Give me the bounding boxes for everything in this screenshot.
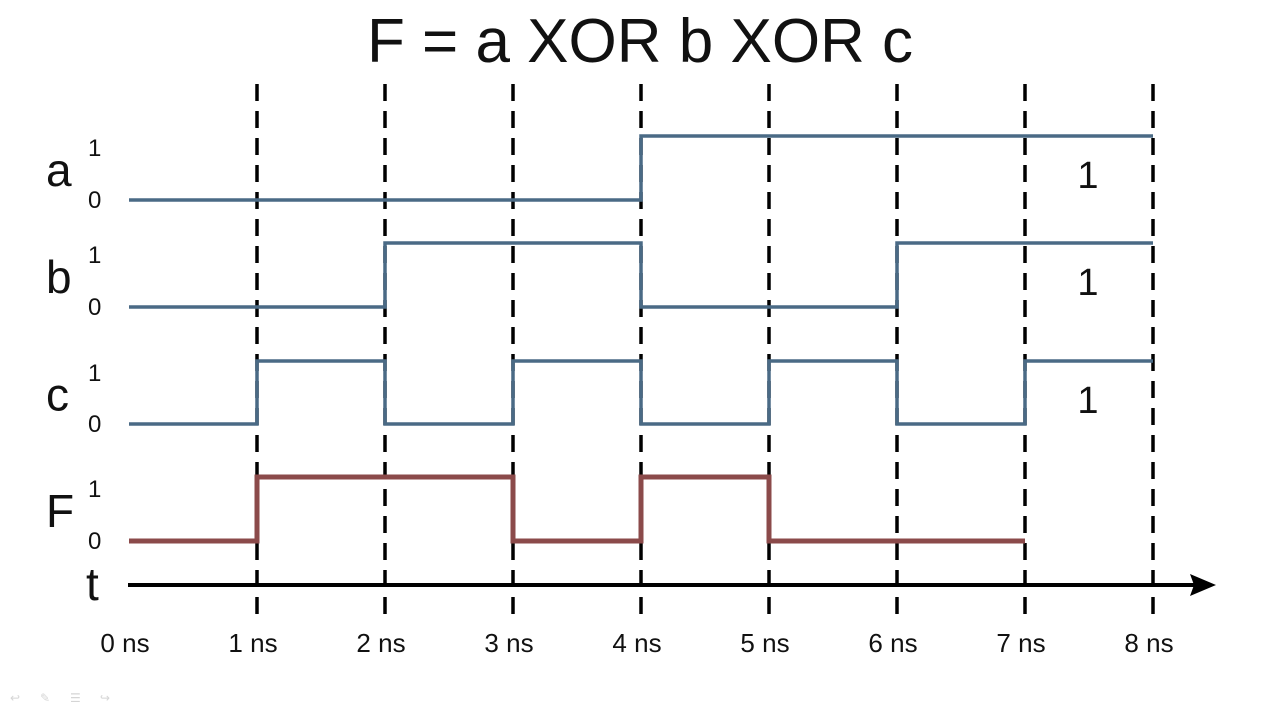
waveform-c <box>129 359 1153 426</box>
time-tick-label: 4 ns <box>612 628 661 658</box>
back-arrow-icon[interactable]: ↩ <box>10 691 21 705</box>
signal-c-high-level-label: 1 <box>88 360 101 387</box>
signal-a-high-level-label: 1 <box>88 135 101 162</box>
slide-title: F = a XOR b XOR c <box>366 7 914 76</box>
slide-nav-controls[interactable]: ↩ ✎ ☰ ↪ <box>10 692 116 704</box>
signal-label-c: c <box>46 369 69 421</box>
time-axis-label: t <box>86 558 99 610</box>
time-tick-label: 7 ns <box>996 628 1045 658</box>
signal-label-F: F <box>46 485 74 537</box>
time-tick-label: 3 ns <box>484 628 533 658</box>
signal-a-low-level-label: 0 <box>88 187 101 214</box>
time-tick-label: 2 ns <box>356 628 405 658</box>
time-tick-label: 6 ns <box>868 628 917 658</box>
time-tick-label: 0 ns <box>100 628 149 658</box>
waveform-b <box>129 241 1153 309</box>
signal-a-value-annotation: 1 <box>1077 155 1098 197</box>
signal-label-b: b <box>46 251 72 303</box>
time-tick-label: 8 ns <box>1124 628 1173 658</box>
time-tick-label: 5 ns <box>740 628 789 658</box>
time-axis-arrowhead <box>1190 574 1216 596</box>
waveform-F <box>129 474 1025 544</box>
menu-icon[interactable]: ☰ <box>70 691 81 705</box>
signal-b-value-annotation: 1 <box>1077 262 1098 304</box>
signal-c-low-level-label: 0 <box>88 411 101 438</box>
signal-b-low-level-label: 0 <box>88 294 101 321</box>
signal-label-a: a <box>46 144 72 196</box>
waveform-a <box>129 134 1153 202</box>
signal-c-value-annotation: 1 <box>1077 380 1098 422</box>
pen-icon[interactable]: ✎ <box>40 691 51 705</box>
time-tick-label: 1 ns <box>228 628 277 658</box>
signal-b-high-level-label: 1 <box>88 242 101 269</box>
signal-F-high-level-label: 1 <box>88 476 101 503</box>
forward-arrow-icon[interactable]: ↪ <box>100 691 111 705</box>
signal-F-low-level-label: 0 <box>88 528 101 555</box>
